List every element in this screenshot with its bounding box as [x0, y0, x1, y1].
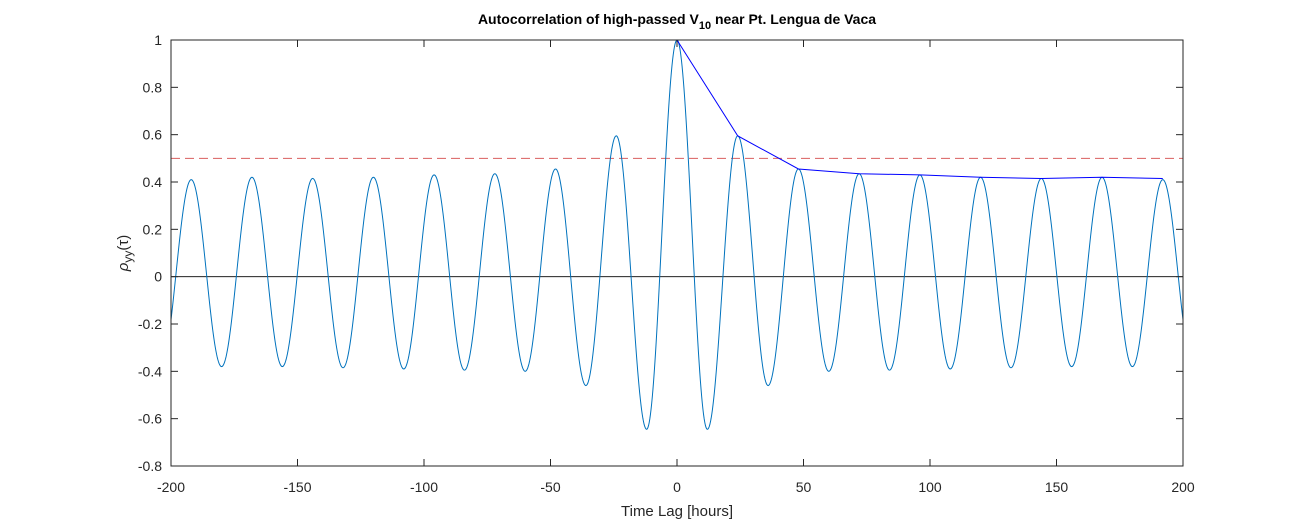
y-axis-ticks: -0.8 -0.6 -0.4 -0.2 0 0.2 0.4 0.6 0.8 1 — [138, 32, 1183, 474]
chart-title-prefix: Autocorrelation of high-passed V — [478, 11, 700, 27]
y-axis-label-argument: (τ) — [115, 235, 132, 251]
x-tick-label: -150 — [283, 479, 311, 495]
y-tick-label: -0.2 — [138, 316, 162, 332]
x-tick-label: -200 — [157, 479, 185, 495]
y-tick-label: 1 — [154, 32, 162, 48]
chart-title-suffix: near Pt. Lengua de Vaca — [711, 11, 876, 27]
y-tick-label: 0.2 — [143, 221, 163, 237]
y-tick-label: -0.8 — [138, 458, 162, 474]
x-tick-label: 0 — [673, 479, 681, 495]
x-tick-label: 50 — [796, 479, 812, 495]
y-tick-label: -0.4 — [138, 363, 162, 379]
y-axis-label-base: ρ — [115, 262, 132, 272]
chart-title-subscript: 10 — [699, 20, 711, 32]
x-axis-ticks: -200 -150 -100 -50 0 50 100 150 200 — [157, 40, 1195, 495]
reference-lines — [171, 157, 1183, 278]
x-tick-label: 100 — [918, 479, 942, 495]
x-tick-label: -50 — [540, 479, 560, 495]
y-axis-label: ρyy(τ) — [115, 235, 135, 273]
x-axis-label: Time Lag [hours] — [621, 503, 733, 520]
y-tick-label: 0.6 — [143, 127, 163, 143]
y-tick-label: 0.4 — [143, 174, 163, 190]
x-tick-label: -100 — [410, 479, 438, 495]
plot-background — [171, 40, 1183, 466]
plot-area — [171, 40, 1183, 466]
x-tick-label: 200 — [1171, 479, 1195, 495]
y-tick-label: 0.8 — [143, 79, 163, 95]
y-tick-label: 0 — [154, 269, 162, 285]
x-tick-label: 150 — [1045, 479, 1069, 495]
chart-title: Autocorrelation of high-passed V10 near … — [478, 11, 876, 32]
y-axis-label-subscript: yy — [121, 251, 135, 263]
y-tick-label: -0.6 — [138, 411, 162, 427]
